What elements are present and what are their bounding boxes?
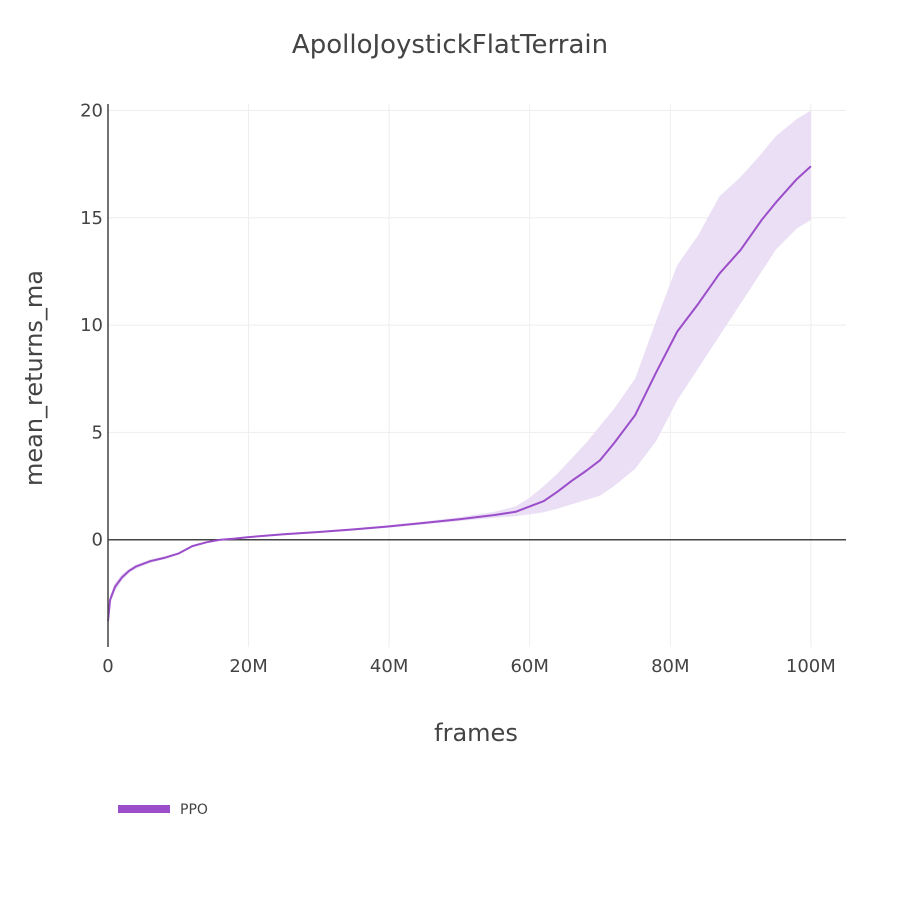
y-tick-label: 15 <box>80 208 103 229</box>
chart-title: ApolloJoystickFlatTerrain <box>292 30 608 60</box>
y-tick-label: 20 <box>80 100 103 121</box>
y-tick-label: 5 <box>92 422 103 443</box>
confidence-band-layer <box>108 110 811 622</box>
grid <box>108 104 846 647</box>
series-line-layer <box>107 165 812 622</box>
x-tick-label: 100M <box>786 656 836 677</box>
x-tick-label: 80M <box>651 656 689 677</box>
x-tick-label: 60M <box>510 656 548 677</box>
x-axis-title: frames <box>434 719 518 747</box>
x-tick-label: 0 <box>102 656 113 677</box>
y-axis-title: mean_returns_ma <box>20 270 48 486</box>
legend[interactable]: PPO <box>118 802 208 818</box>
ppo-confidence-band <box>108 110 811 622</box>
y-tick-label: 10 <box>80 315 103 336</box>
x-tick-label: 20M <box>229 656 267 677</box>
x-tick-label: 40M <box>370 656 408 677</box>
legend-label-ppo: PPO <box>180 802 208 818</box>
tick-label-layer: 0 20M 40M 60M 80M 100M 0 5 10 15 20 <box>80 100 836 677</box>
y-tick-label: 0 <box>92 530 103 551</box>
legend-swatch-ppo <box>118 805 170 813</box>
ppo-series-line <box>107 165 812 622</box>
